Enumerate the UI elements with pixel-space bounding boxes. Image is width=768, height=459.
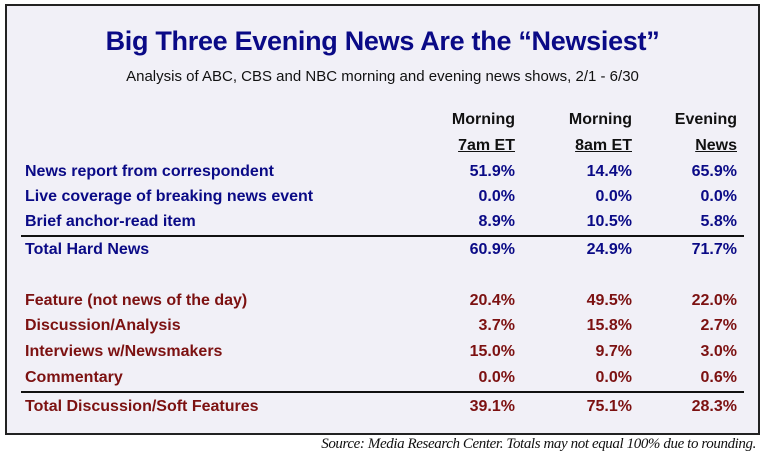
column-header-3-line1: Evening — [674, 111, 737, 128]
cell-value-col-1: 15.0% — [469, 343, 515, 360]
cell-value-col-2: 14.4% — [586, 163, 632, 180]
cell-value-col-1: 8.9% — [478, 213, 515, 230]
cell-value-col-3: 28.3% — [691, 398, 737, 415]
chart-title: Big Three Evening News Are the “Newsiest… — [105, 26, 660, 56]
row-label: Total Hard News — [25, 241, 150, 258]
source-note: Source: Media Research Center. Totals ma… — [321, 436, 756, 452]
cell-value-col-3: 2.7% — [700, 317, 737, 334]
table-row: Live coverage of breaking news event 0.0%… — [7, 188, 758, 212]
table-row: News report from correspondent 51.9% 14.4%… — [7, 163, 758, 187]
total-row: Total Hard News 60.9% 24.9% 71.7% — [7, 241, 758, 265]
column-header-2-subtitle: 8am ET — [575, 137, 632, 154]
total-divider — [21, 235, 744, 237]
column-header-3-line2: News — [627, 137, 737, 155]
cell-value-col-1: 39.1% — [469, 398, 515, 415]
cell-value-col-1: 51.9% — [469, 163, 515, 180]
table-row: Discussion/Analysis 3.7% 15.8% 2.7% — [7, 317, 758, 341]
cell-value-col-3: 3.0% — [700, 343, 737, 360]
table-row: Brief anchor-read item 8.9% 10.5% 5.8% — [7, 213, 758, 237]
row-label: Discussion/Analysis — [25, 317, 181, 334]
cell-value-col-3: 22.0% — [691, 292, 737, 309]
cell-value-col-3: 5.8% — [700, 213, 737, 230]
cell-value-col-1: 20.4% — [469, 292, 515, 309]
cell-value-col-2: 75.1% — [586, 398, 632, 415]
row-label: Commentary — [25, 369, 123, 386]
cell-value-col-3: 0.6% — [700, 369, 737, 386]
table-panel: Big Three Evening News Are the “Newsiest… — [5, 4, 760, 435]
cell-value-col-1: 0.0% — [478, 369, 515, 386]
cell-value-col-2: 49.5% — [586, 292, 632, 309]
column-header-2-line1: Morning — [568, 111, 632, 128]
cell-value-col-3: 65.9% — [691, 163, 737, 180]
cell-value-col-2: 10.5% — [586, 213, 632, 230]
cell-value-col-2: 24.9% — [586, 241, 632, 258]
cell-value-col-2: 0.0% — [595, 188, 632, 205]
column-header-2-line2: 8am ET — [522, 137, 632, 155]
column-header-1-subtitle: 7am ET — [458, 137, 515, 154]
chart-subtitle: Analysis of ABC, CBS and NBC morning and… — [126, 68, 639, 85]
table-row: Feature (not news of the day) 20.4% 49.5% 2… — [7, 292, 758, 316]
cell-value-col-3: 0.0% — [700, 188, 737, 205]
cell-value-col-1: 3.7% — [478, 317, 515, 334]
column-header-1-line1: Morning — [451, 111, 515, 128]
row-label: Interviews w/Newsmakers — [25, 343, 223, 360]
row-label: Feature (not news of the day) — [25, 292, 248, 309]
total-divider — [21, 391, 744, 393]
cell-value-col-1: 0.0% — [478, 188, 515, 205]
row-label: Total Discussion/Soft Features — [25, 398, 259, 415]
cell-value-col-2: 0.0% — [595, 369, 632, 386]
row-label: News report from correspondent — [25, 163, 274, 180]
cell-value-col-1: 60.9% — [469, 241, 515, 258]
row-label: Live coverage of breaking news event — [25, 188, 314, 205]
table-row: Interviews w/Newsmakers 15.0% 9.7% 3.0% — [7, 343, 758, 367]
column-header-1-line2: 7am ET — [405, 137, 515, 155]
cell-value-col-2: 15.8% — [586, 317, 632, 334]
table-row: Commentary 0.0% 0.0% 0.6% — [7, 369, 758, 393]
total-row: Total Discussion/Soft Features 39.1% 75.1%… — [7, 398, 758, 422]
row-label: Brief anchor-read item — [25, 213, 196, 230]
cell-value-col-2: 9.7% — [595, 343, 632, 360]
cell-value-col-3: 71.7% — [691, 241, 737, 258]
column-header-3-subtitle: News — [695, 137, 737, 154]
